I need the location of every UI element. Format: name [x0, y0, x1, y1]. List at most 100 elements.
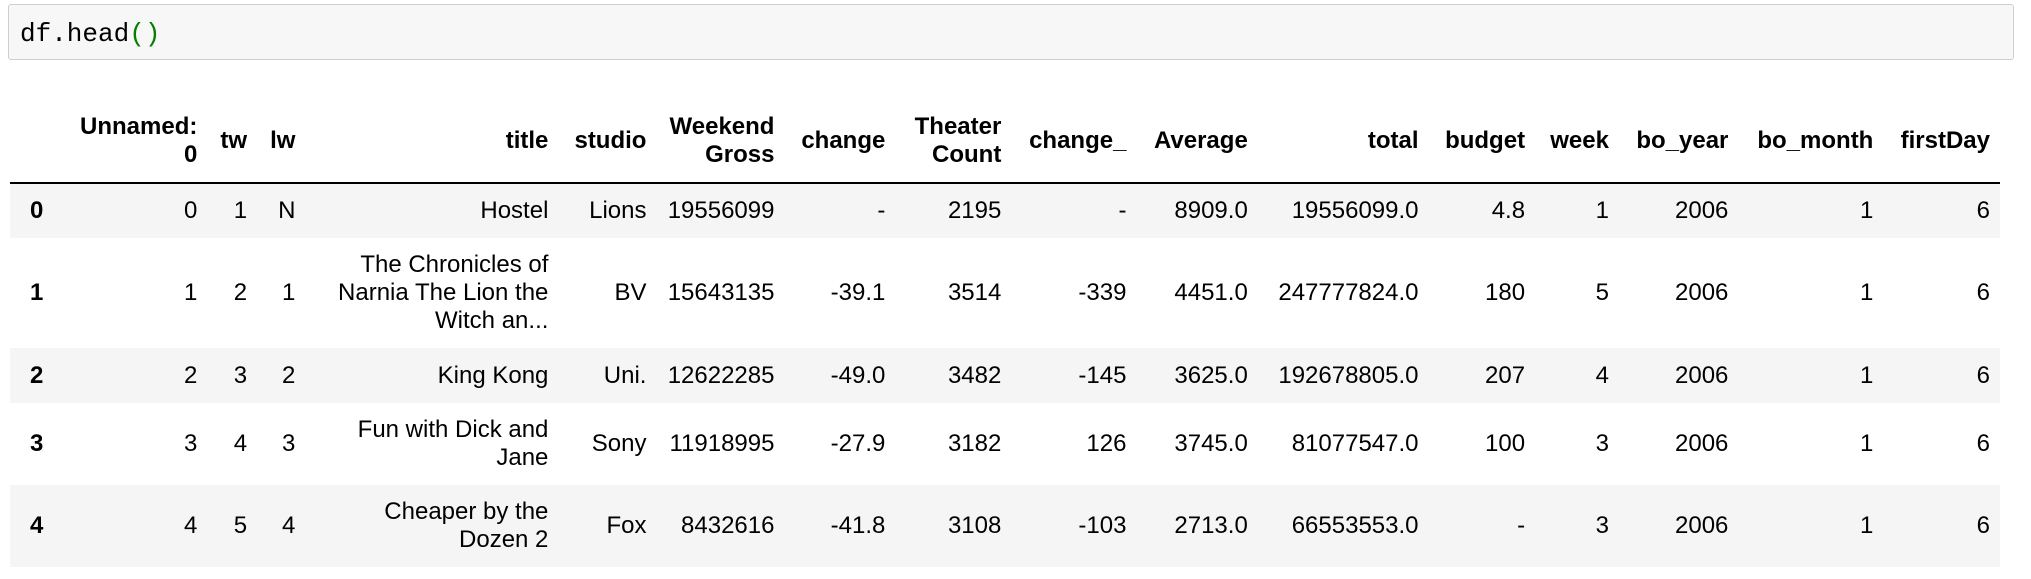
header-change: change [784, 100, 896, 184]
cell-week: 5 [1595, 279, 1609, 306]
header-bo-year: bo_year [1618, 100, 1739, 184]
cell-average: 8909.0 [1174, 197, 1248, 224]
table-row: 2 2 3 2 King Kong Uni. 12622285 -49.0 34… [10, 348, 2000, 403]
cell-average: 2713.0 [1174, 512, 1248, 539]
header-total: total [1257, 100, 1429, 184]
header-average: Average [1136, 100, 1258, 184]
cell-first-day: 6 [1976, 430, 1990, 457]
cell-bo-month: 1 [1859, 361, 1874, 389]
cell-average: 3625.0 [1174, 361, 1248, 389]
table-row: 1 1 2 1 The Chronicles of Narnia The Lio… [10, 238, 2000, 348]
dataframe-output-table: Unnamed: 0 tw lw title studio Weekend Gr… [10, 100, 2000, 567]
cell-studio: Fox [606, 512, 647, 539]
header-weekend-gross: Weekend Gross [656, 100, 785, 184]
header-week: week [1535, 100, 1619, 184]
cell-change-underscore: -145 [1078, 361, 1127, 389]
cell-bo-month: 1 [1859, 279, 1874, 306]
header-theater-count: Theater Count [895, 100, 1012, 184]
cell-bo-year: 2006 [1675, 430, 1729, 457]
cell-weekend-gross: 12622285 [667, 361, 775, 389]
row-index: 2 [30, 361, 44, 389]
row-index: 1 [30, 279, 44, 306]
cell-bo-month: 1 [1859, 430, 1874, 457]
cell-budget: - [1517, 512, 1526, 539]
cell-week: 1 [1595, 197, 1609, 224]
header-title: title [305, 100, 559, 184]
cell-first-day: 6 [1976, 279, 1990, 306]
cell-theater-count: 3482 [947, 361, 1002, 389]
cell-unnamed-0: 3 [183, 430, 198, 457]
cell-theater-count: 2195 [947, 197, 1002, 224]
cell-first-day: 6 [1976, 361, 1990, 389]
cell-bo-year: 2006 [1675, 361, 1729, 389]
cell-unnamed-0: 0 [183, 197, 198, 224]
cell-change: -39.1 [830, 279, 886, 306]
cell-change: -27.9 [830, 430, 886, 457]
cell-change-underscore: -339 [1078, 279, 1127, 306]
cell-unnamed-0: 2 [183, 361, 198, 389]
code-text: df.head() [20, 19, 160, 49]
header-tw: tw [207, 100, 258, 184]
cell-weekend-gross: 8432616 [681, 512, 775, 539]
cell-bo-year: 2006 [1675, 279, 1729, 306]
cell-title: The Chronicles of Narnia The Lion the Wi… [338, 251, 549, 334]
table-row: 0 0 1 N Hostel Lions 19556099 - 2195 - 8… [10, 183, 2000, 238]
cell-budget: 100 [1485, 430, 1526, 457]
code-cell-input[interactable]: df.head() [8, 4, 2014, 60]
cell-weekend-gross: 19556099 [667, 197, 775, 224]
cell-tw: 4 [233, 430, 248, 457]
code-close-paren: ) [144, 19, 161, 49]
cell-lw: N [278, 197, 296, 224]
header-row: Unnamed: 0 tw lw title studio Weekend Gr… [10, 100, 2000, 184]
code-open-paren: ( [129, 19, 145, 49]
header-unnamed-0: Unnamed: 0 [70, 100, 208, 184]
cell-budget: 180 [1485, 279, 1526, 306]
cell-theater-count: 3108 [947, 512, 1002, 539]
cell-tw: 1 [233, 197, 248, 224]
cell-title: Cheaper by the Dozen 2 [384, 498, 549, 553]
cell-weekend-gross: 11918995 [669, 430, 775, 457]
cell-budget: 207 [1485, 361, 1526, 389]
cell-average: 3745.0 [1174, 430, 1248, 457]
cell-theater-count: 3514 [947, 279, 1002, 306]
cell-studio: Sony [591, 430, 647, 457]
cell-studio: Uni. [603, 361, 647, 389]
cell-week: 4 [1595, 361, 1609, 389]
cell-studio: BV [614, 279, 647, 306]
cell-week: 3 [1595, 512, 1609, 539]
cell-change-underscore: - [1118, 197, 1127, 224]
table-row: 3 3 4 3 Fun with Dick and Jane Sony 1191… [10, 403, 2000, 485]
cell-title: Hostel [480, 197, 549, 224]
cell-total: 66553553.0 [1291, 512, 1419, 539]
header-first-day: firstDay [1883, 100, 2000, 184]
cell-unnamed-0: 4 [183, 512, 198, 539]
row-index: 4 [30, 512, 44, 539]
cell-tw: 2 [233, 279, 248, 306]
cell-bo-year: 2006 [1675, 197, 1729, 224]
cell-studio: Lions [589, 197, 647, 224]
cell-tw: 5 [233, 512, 248, 539]
cell-bo-month: 1 [1859, 512, 1874, 539]
cell-change-underscore: 126 [1086, 430, 1127, 457]
header-change-underscore: change_ [1011, 100, 1137, 184]
header-lw: lw [257, 100, 306, 184]
row-index: 0 [30, 197, 44, 224]
cell-change: -49.0 [830, 361, 886, 389]
table-row: 4 4 5 4 Cheaper by the Dozen 2 Fox 84326… [10, 485, 2000, 567]
header-studio: studio [558, 100, 657, 184]
cell-bo-year: 2006 [1675, 512, 1729, 539]
header-index [10, 100, 70, 184]
cell-unnamed-0: 1 [183, 279, 198, 306]
cell-change: - [877, 197, 886, 224]
cell-total: 192678805.0 [1278, 361, 1419, 389]
cell-budget: 4.8 [1491, 197, 1526, 224]
header-bo-month: bo_month [1738, 100, 1884, 184]
cell-total: 19556099.0 [1291, 197, 1419, 224]
cell-total: 247777824.0 [1278, 279, 1419, 306]
cell-change-underscore: -103 [1078, 512, 1127, 539]
cell-total: 81077547.0 [1291, 430, 1419, 457]
cell-title: King Kong [437, 361, 549, 389]
row-index: 3 [30, 430, 44, 457]
cell-change: -41.8 [830, 512, 886, 539]
cell-first-day: 6 [1976, 512, 1990, 539]
